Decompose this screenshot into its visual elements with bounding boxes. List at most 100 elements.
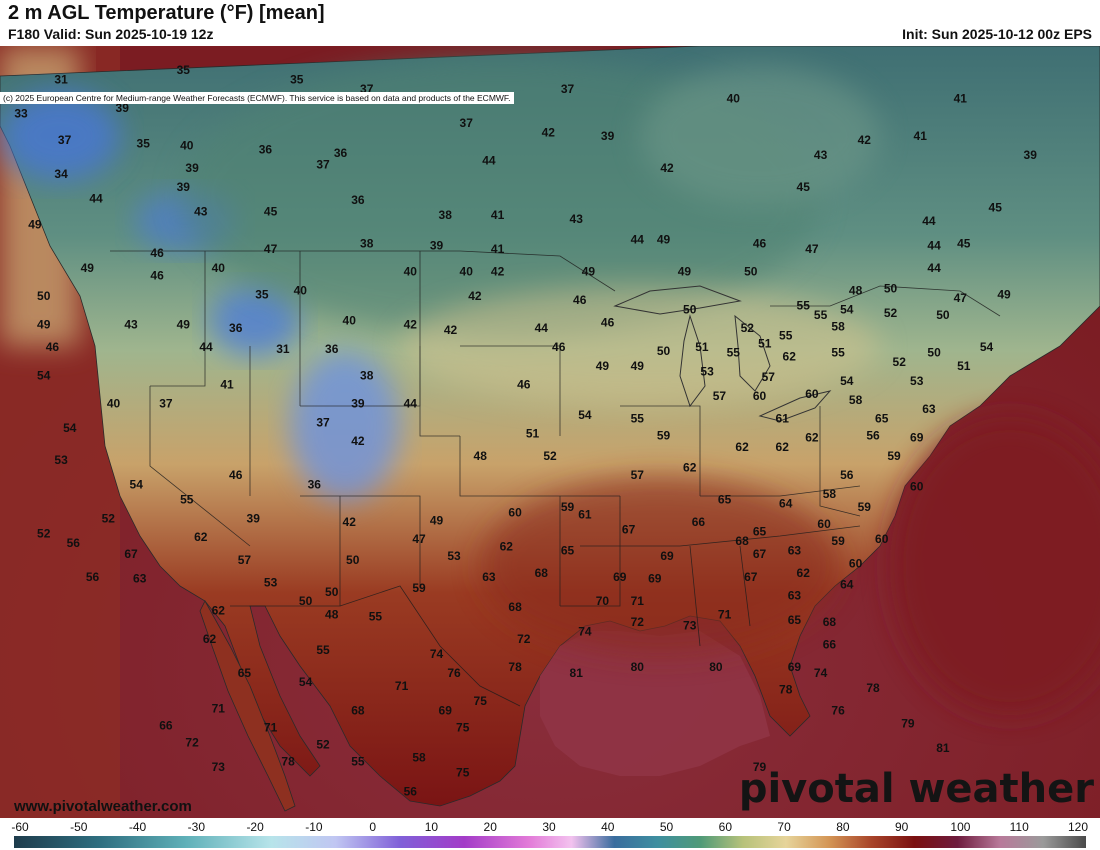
- temperature-label: 44: [89, 191, 103, 205]
- temperature-label: 44: [922, 214, 936, 228]
- color-scale-tick: -20: [246, 820, 264, 834]
- temperature-label: 44: [535, 321, 549, 335]
- website-label[interactable]: www.pivotalweather.com: [14, 798, 192, 815]
- temperature-label: 37: [316, 415, 330, 429]
- temperature-label: 41: [914, 129, 928, 143]
- temperature-label: 57: [713, 389, 727, 403]
- temperature-label: 41: [954, 92, 968, 106]
- temperature-label: 52: [102, 511, 116, 525]
- temperature-label: 69: [613, 570, 627, 584]
- temperature-label: 68: [351, 703, 365, 717]
- temperature-label: 55: [797, 299, 811, 313]
- temperature-label: 45: [797, 180, 811, 194]
- temperature-label: 48: [325, 607, 339, 621]
- temperature-label: 36: [334, 146, 348, 160]
- temperature-label: 46: [517, 378, 531, 392]
- temperature-label: 71: [212, 702, 226, 716]
- temperature-label: 52: [893, 355, 907, 369]
- temperature-label: 50: [744, 265, 758, 279]
- temperature-label: 78: [779, 683, 793, 697]
- temperature-label: 53: [910, 374, 924, 388]
- temperature-label: 62: [805, 430, 819, 444]
- color-scale-ticks: -60 -50 -40 -30 -20 -10 0 10 20 30 40 50 60 70 80 90 100…: [0, 818, 1100, 834]
- temperature-label: 74: [814, 666, 828, 680]
- temperature-label: 60: [753, 389, 767, 403]
- temperature-label: 56: [840, 468, 854, 482]
- temperature-label: 43: [124, 317, 138, 331]
- color-scale-tick: 80: [836, 820, 850, 834]
- temperature-label: 72: [631, 615, 645, 629]
- color-scale-tick: -10: [305, 820, 323, 834]
- temperature-label: 49: [37, 317, 51, 331]
- temperature-label: 64: [779, 496, 793, 510]
- temperature-label: 38: [439, 208, 453, 222]
- temperature-label: 44: [631, 233, 645, 247]
- cold-pocket-northern-rockies: [210, 286, 300, 356]
- temperature-label: 49: [81, 261, 95, 275]
- temperature-label: 49: [657, 233, 671, 247]
- temperature-label: 62: [212, 604, 226, 618]
- temperature-label: 69: [788, 660, 802, 674]
- temperature-label: 42: [343, 515, 357, 529]
- temperature-label: 65: [561, 543, 575, 557]
- temperature-label: 39: [247, 511, 261, 525]
- temperature-label: 50: [927, 346, 941, 360]
- temperature-label: 56: [404, 784, 418, 798]
- temperature-label: 65: [788, 613, 802, 627]
- temperature-label: 78: [281, 754, 295, 768]
- init-time: Init: Sun 2025-10-12 00z EPS: [902, 26, 1092, 42]
- temperature-label: 75: [474, 694, 488, 708]
- temperature-label: 68: [508, 600, 522, 614]
- temperature-label: 50: [884, 282, 898, 296]
- temperature-label: 58: [849, 393, 863, 407]
- temperature-label: 40: [180, 139, 194, 153]
- temperature-label: 56: [67, 536, 81, 550]
- temperature-label: 80: [709, 660, 723, 674]
- temperature-label: 49: [582, 265, 596, 279]
- temperature-label: 53: [700, 365, 714, 379]
- temperature-label: 36: [229, 321, 243, 335]
- temperature-label: 59: [831, 534, 845, 548]
- temperature-label: 47: [412, 532, 426, 546]
- temperature-label: 60: [805, 387, 819, 401]
- temperature-label: 53: [264, 575, 278, 589]
- cold-pocket-colorado: [290, 351, 400, 501]
- temperature-label: 55: [831, 346, 845, 360]
- temperature-label: 80: [631, 660, 645, 674]
- temperature-label: 51: [957, 359, 971, 373]
- temperature-label: 62: [776, 440, 790, 454]
- temperature-label: 68: [823, 615, 837, 629]
- temperature-label: 40: [460, 265, 474, 279]
- temperature-label: 62: [783, 349, 797, 363]
- temperature-label: 31: [54, 73, 68, 87]
- temperature-label: 39: [351, 397, 365, 411]
- temperature-label: 60: [875, 532, 889, 546]
- temperature-label: 51: [695, 340, 709, 354]
- color-scale-tick: -30: [187, 820, 205, 834]
- temperature-label: 46: [753, 237, 767, 251]
- temperature-label: 44: [927, 238, 941, 252]
- temperature-label: 52: [543, 449, 557, 463]
- color-scale-tick: 110: [1009, 820, 1029, 834]
- temperature-labels: 31 35 35 37 37 37 40 41 33 39 37 42 39 42 41 37 35 40 36 36…: [14, 63, 1037, 798]
- temperature-label: 62: [683, 461, 697, 475]
- temperature-label: 54: [840, 374, 854, 388]
- temperature-label: 62: [500, 540, 514, 554]
- copyright-notice: (c) 2025 European Centre for Medium-rang…: [0, 92, 514, 104]
- temperature-map[interactable]: 31 35 35 37 37 37 40 41 33 39 37 42 39 42 41 37 35 40 36 36…: [0, 46, 1100, 818]
- temperature-label: 51: [526, 427, 540, 441]
- color-scale-tick: 30: [542, 820, 556, 834]
- temperature-label: 52: [741, 321, 755, 335]
- temperature-label: 43: [570, 212, 584, 226]
- temperature-label: 43: [814, 148, 828, 162]
- temperature-label: 36: [351, 193, 365, 207]
- temperature-label: 61: [578, 508, 592, 522]
- temperature-label: 41: [491, 208, 505, 222]
- temperature-label: 78: [866, 681, 880, 695]
- temperature-label: 46: [601, 316, 615, 330]
- temperature-label: 63: [788, 543, 802, 557]
- temperature-label: 53: [54, 453, 68, 467]
- temperature-label: 57: [631, 468, 645, 482]
- temperature-label: 55: [631, 412, 645, 426]
- temperature-label: 56: [866, 429, 880, 443]
